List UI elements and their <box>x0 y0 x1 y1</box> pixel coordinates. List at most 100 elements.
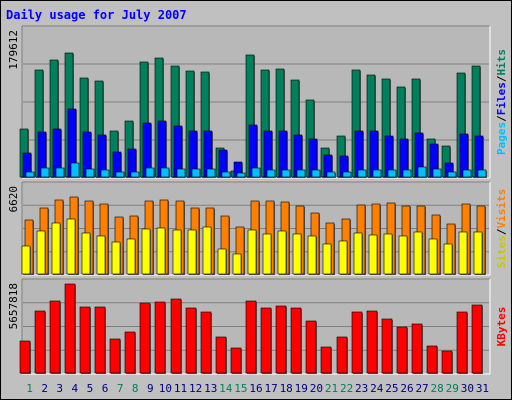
bar-kbytes-day-27 <box>411 323 423 374</box>
bar-sites-day-5 <box>81 232 91 275</box>
bar-sites-day-6 <box>96 235 106 275</box>
x-tick-label: 14 <box>219 382 233 395</box>
x-tick-label: 8 <box>132 382 139 395</box>
bar-pages-day-11 <box>176 168 186 178</box>
bar-kbytes-day-5 <box>79 306 91 374</box>
bar-pages-day-20 <box>311 169 321 178</box>
bar-sites-day-14 <box>217 248 227 275</box>
bar-kbytes-day-26 <box>396 326 408 374</box>
bar-pages-day-17 <box>266 169 276 178</box>
x-tick-label: 3 <box>56 382 63 395</box>
bar-pages-day-26 <box>402 169 412 178</box>
bar-kbytes-day-3 <box>49 300 61 374</box>
x-tick-label: 30 <box>461 382 474 395</box>
bar-pages-day-27 <box>417 166 427 178</box>
bar-sites-day-28 <box>428 238 438 275</box>
x-tick-label: 7 <box>117 382 124 395</box>
bar-sites-day-10 <box>156 227 166 275</box>
bar-pages-day-15 <box>236 172 246 178</box>
x-tick-label: 6 <box>102 382 109 395</box>
x-tick-label: 29 <box>446 382 459 395</box>
bar-pages-day-21 <box>326 171 336 178</box>
x-tick-label: 26 <box>400 382 413 395</box>
x-tick-label: 13 <box>204 382 217 395</box>
bar-kbytes-day-31 <box>471 304 483 374</box>
bar-pages-day-23 <box>357 169 367 178</box>
bar-sites-day-9 <box>141 228 151 275</box>
bar-pages-day-6 <box>100 169 110 178</box>
bar-sites-day-18 <box>277 230 287 275</box>
bar-kbytes-day-23 <box>351 311 363 374</box>
bar-pages-day-5 <box>85 168 95 178</box>
bar-kbytes-day-12 <box>185 307 197 374</box>
x-tick-label: 24 <box>370 382 384 395</box>
bar-kbytes-day-28 <box>426 345 438 374</box>
bar-sites-day-19 <box>292 233 302 275</box>
x-tick-label: 18 <box>280 382 293 395</box>
panel-kbytes: 5657818 KBytes <box>7 278 508 375</box>
x-tick-label: 21 <box>325 382 338 395</box>
bar-sites-day-12 <box>187 229 197 275</box>
bar-kbytes-day-25 <box>381 318 393 374</box>
ylabel-separator: / <box>495 75 508 82</box>
bar-pages-day-1 <box>25 171 35 178</box>
panel-kbytes-ytick-label: 5657818 <box>7 283 20 329</box>
bar-kbytes-day-11 <box>170 298 182 374</box>
ylabel-kbytes: KBytes <box>495 307 508 347</box>
ylabel-separator: / <box>495 115 508 122</box>
bar-sites-day-4 <box>66 218 76 275</box>
bar-kbytes-day-14 <box>215 336 227 374</box>
bar-pages-day-16 <box>251 167 261 178</box>
bar-sites-day-8 <box>126 238 136 275</box>
panel-hits-ytick-label: 179612 <box>7 30 20 70</box>
bar-kbytes-day-18 <box>275 305 287 374</box>
x-tick-label: 25 <box>385 382 398 395</box>
bar-sites-day-16 <box>247 229 257 275</box>
bar-pages-day-29 <box>447 171 457 178</box>
bar-kbytes-day-9 <box>139 302 151 374</box>
bar-kbytes-day-8 <box>124 331 136 374</box>
x-tick-label: 22 <box>340 382 353 395</box>
x-tick-label: 31 <box>476 382 489 395</box>
bar-sites-day-22 <box>338 240 348 275</box>
bar-pages-day-28 <box>432 168 442 178</box>
panel-kbytes-ylabel: KBytes <box>495 307 508 347</box>
x-tick-label: 23 <box>355 382 368 395</box>
bar-kbytes-day-6 <box>94 306 106 374</box>
x-tick-label: 5 <box>87 382 94 395</box>
bar-pages-day-24 <box>372 169 382 178</box>
bar-sites-day-31 <box>473 231 483 275</box>
bar-sites-day-1 <box>21 245 31 275</box>
x-tick-label: 12 <box>189 382 202 395</box>
bar-sites-day-11 <box>172 229 182 275</box>
bar-sites-day-20 <box>307 235 317 275</box>
bar-pages-day-18 <box>281 169 291 178</box>
x-tick-label: 16 <box>249 382 262 395</box>
bar-sites-day-2 <box>36 230 46 275</box>
bar-pages-day-8 <box>130 171 140 178</box>
bar-sites-day-13 <box>202 226 212 275</box>
bar-pages-day-22 <box>342 171 352 178</box>
x-tick-label: 28 <box>431 382 444 395</box>
ylabel-separator: / <box>495 228 508 235</box>
x-tick-label: 2 <box>41 382 48 395</box>
bar-pages-day-10 <box>160 167 170 178</box>
bar-pages-day-9 <box>145 167 155 178</box>
x-tick-label: 10 <box>159 382 172 395</box>
bar-sites-day-15 <box>232 253 242 275</box>
x-tick-label: 19 <box>295 382 308 395</box>
x-tick-label: 1 <box>26 382 33 395</box>
bar-sites-day-29 <box>443 243 453 275</box>
ylabel-hits: Hits <box>495 49 508 76</box>
bar-sites-day-7 <box>111 241 121 275</box>
x-tick-label: 11 <box>174 382 187 395</box>
x-tick-label: 17 <box>264 382 277 395</box>
chart-title: Daily usage for July 2007 <box>6 8 187 22</box>
bar-pages-day-31 <box>477 169 487 178</box>
x-tick-label: 15 <box>234 382 247 395</box>
bar-kbytes-day-22 <box>336 336 348 374</box>
bar-pages-day-3 <box>55 167 65 178</box>
bar-pages-day-19 <box>296 169 306 178</box>
